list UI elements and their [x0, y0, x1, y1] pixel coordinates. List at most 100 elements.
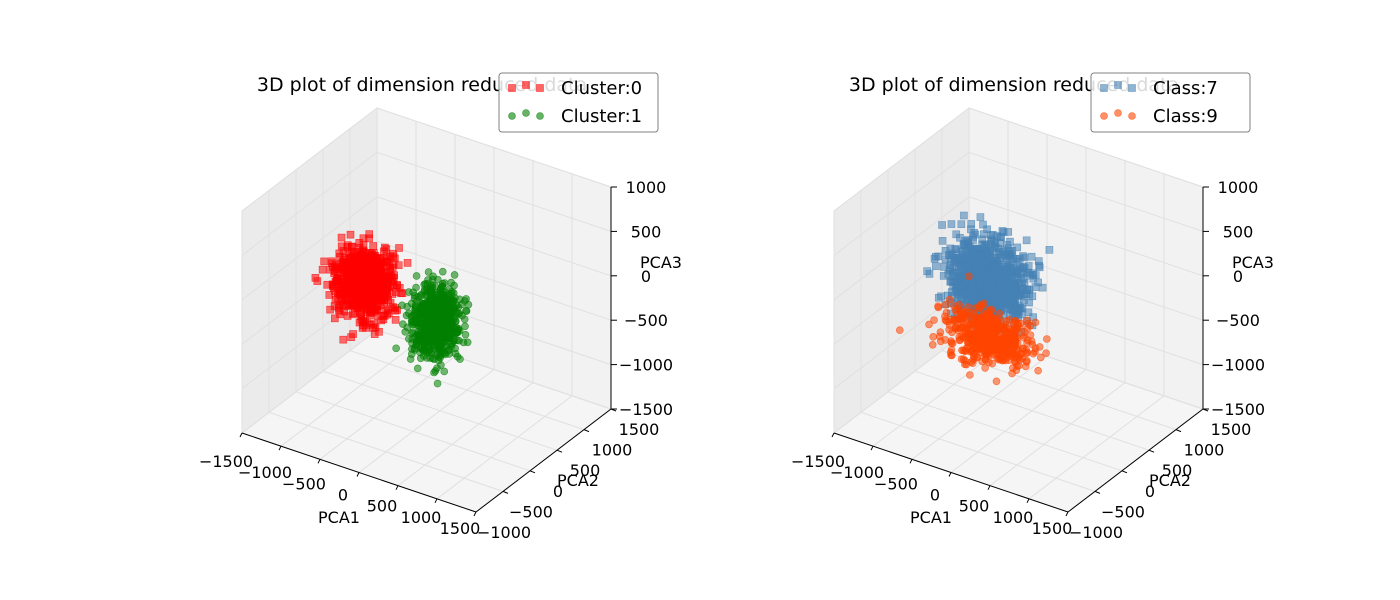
- data-point: [1008, 335, 1017, 343]
- z-tick-label: 500: [1223, 222, 1254, 241]
- y-tick-label: −1000: [1069, 523, 1123, 542]
- data-point: [335, 249, 344, 258]
- data-point: [1013, 274, 1022, 282]
- z-tick-label: −1000: [1211, 356, 1265, 375]
- data-point: [349, 297, 358, 306]
- data-point: [951, 306, 960, 314]
- data-point: [960, 265, 968, 273]
- data-point: [381, 243, 389, 252]
- grid-line-z: [833, 151, 1204, 256]
- data-point: [1017, 349, 1026, 358]
- data-point: [358, 284, 366, 293]
- data-point: [964, 339, 972, 347]
- data-point: [1002, 317, 1011, 326]
- x-tick-mark: [831, 432, 835, 438]
- data-point: [378, 278, 387, 286]
- z-tick-label: 500: [631, 222, 662, 241]
- data-point: [369, 263, 377, 272]
- grid-line-z: [833, 196, 1204, 301]
- z-tick-label: 0: [641, 267, 651, 286]
- y-tick-label: 0: [553, 482, 563, 501]
- data-point: [384, 309, 393, 317]
- data-point: [1036, 353, 1045, 362]
- data-point: [1019, 285, 1028, 293]
- x-tick-mark: [317, 459, 321, 464]
- data-point: [365, 234, 373, 243]
- data-point: [318, 265, 327, 274]
- data-point: [460, 315, 469, 324]
- data-point: [413, 364, 422, 373]
- data-point: [420, 345, 429, 354]
- grid-line-z: [241, 240, 612, 345]
- data-point: [428, 341, 437, 349]
- data-point: [989, 328, 997, 336]
- legend-marker: [1100, 112, 1108, 120]
- data-point: [995, 339, 1003, 347]
- data-point: [980, 318, 989, 327]
- legend-marker: [536, 112, 544, 120]
- data-point: [970, 352, 978, 361]
- data-point: [941, 300, 950, 309]
- data-point: [981, 364, 989, 372]
- x-tick-label: 1000: [401, 508, 442, 527]
- z-tick-label: −1000: [619, 356, 673, 375]
- legend-marker: [1128, 112, 1136, 120]
- x-tick-mark: [909, 459, 913, 464]
- legend: Class:7 Class:9: [1090, 72, 1251, 133]
- data-point: [960, 211, 968, 220]
- data-point: [957, 316, 966, 325]
- y-tick-mark: [502, 490, 509, 494]
- data-point: [405, 288, 413, 296]
- data-point: [438, 329, 446, 337]
- data-point: [398, 289, 407, 297]
- data-point: [421, 321, 430, 329]
- data-point: [406, 355, 415, 363]
- data-point: [424, 276, 432, 284]
- data-point: [391, 306, 400, 315]
- data-point: [952, 230, 961, 239]
- data-point: [1023, 316, 1031, 325]
- data-point: [408, 320, 416, 328]
- data-point: [440, 367, 449, 376]
- data-point: [992, 377, 1001, 386]
- legend-marker: [1114, 109, 1122, 117]
- z-axis-label: PCA3: [640, 253, 682, 272]
- data-point: [965, 244, 974, 253]
- y-tick-label: 1000: [592, 441, 633, 460]
- grid-line-z: [833, 107, 1204, 212]
- x-tick-label: −500: [282, 474, 326, 493]
- data-point: [1035, 263, 1044, 272]
- data-point: [1043, 335, 1051, 343]
- data-point: [434, 356, 443, 365]
- data-point: [958, 251, 967, 259]
- data-point: [389, 249, 397, 258]
- data-point: [350, 281, 359, 290]
- data-point: [335, 301, 344, 309]
- chart-panel-1: −1500−1000−500050010001500−5000500100015…: [199, 72, 682, 542]
- data-point: [439, 304, 448, 313]
- data-point: [934, 302, 942, 311]
- data-point: [948, 351, 956, 360]
- data-point: [433, 379, 442, 388]
- data-point: [982, 329, 990, 338]
- z-axis-label: PCA3: [1232, 253, 1274, 272]
- data-point: [343, 312, 352, 320]
- data-point: [977, 250, 985, 259]
- x-tick-label: 0: [338, 486, 348, 505]
- data-point: [945, 295, 954, 304]
- x-tick-mark: [870, 445, 874, 451]
- grid-line-z: [241, 151, 612, 256]
- data-point: [995, 272, 1003, 281]
- legend-marker: [508, 84, 516, 92]
- data-point: [405, 334, 413, 343]
- data-point: [386, 298, 395, 307]
- data-point: [320, 257, 328, 266]
- data-point: [1018, 264, 1027, 273]
- x-tick-mark: [356, 472, 360, 477]
- data-point: [1020, 253, 1029, 262]
- data-point: [941, 247, 950, 255]
- data-point: [413, 316, 422, 324]
- data-point: [1022, 236, 1031, 245]
- data-point: [1035, 343, 1044, 351]
